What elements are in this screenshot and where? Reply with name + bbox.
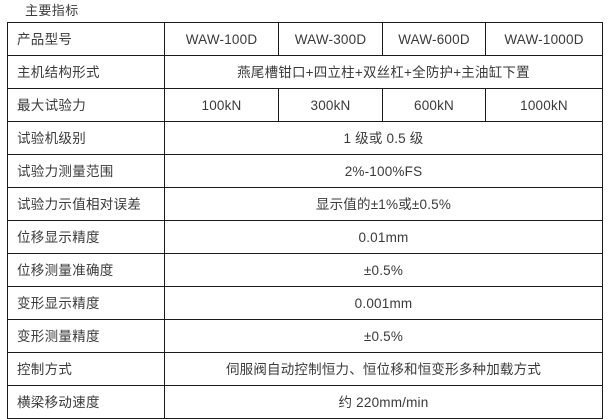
table-row: 变形显示精度 0.001mm	[7, 286, 603, 320]
spec-value-cell: 显示值的±1%或±0.5%	[164, 187, 603, 221]
spec-value-cell: WAW-1000D	[485, 22, 603, 56]
spec-value-cell: 伺服阀自动控制恒力、恒位移和恒变形多种加载方式	[164, 352, 603, 386]
spec-label-cell: 试验机级别	[7, 121, 165, 155]
table-row: 试验力示值相对误差 显示值的±1%或±0.5%	[7, 187, 603, 221]
table-row: 产品型号 WAW-100D WAW-300D WAW-600D WAW-1000D	[7, 22, 603, 56]
spec-value-cell: WAW-600D	[382, 22, 486, 56]
spec-label-cell: 最大试验力	[7, 88, 165, 122]
main-specifications-table: 产品型号 WAW-100D WAW-300D WAW-600D WAW-1000D 主机结…	[7, 22, 603, 419]
spec-value-cell: WAW-300D	[278, 22, 383, 56]
spec-label-cell: 控制方式	[7, 352, 165, 386]
page-title: 主要指标	[25, 3, 79, 18]
spec-value-cell: 0.001mm	[164, 286, 603, 320]
spec-label-cell: 位移测量准确度	[7, 253, 165, 287]
spec-value-cell: 0.01mm	[164, 220, 603, 254]
spec-label-cell: 位移显示精度	[7, 220, 165, 254]
spec-table-body: 产品型号 WAW-100D WAW-300D WAW-600D WAW-1000D 主机结…	[7, 22, 603, 419]
spec-value-cell: 1 级或 0.5 级	[164, 121, 603, 155]
spec-value-cell: 燕尾槽钳口+四立柱+双丝杠+全防护+主油缸下置	[164, 55, 603, 89]
table-row: 位移测量准确度 ±0.5%	[7, 253, 603, 287]
spec-value-cell: 2%-100%FS	[164, 154, 603, 188]
spec-label-cell: 产品型号	[7, 22, 165, 56]
spec-label-cell: 变形测量精度	[7, 319, 165, 353]
table-row: 控制方式 伺服阀自动控制恒力、恒位移和恒变形多种加载方式	[7, 352, 603, 386]
table-row: 位移显示精度 0.01mm	[7, 220, 603, 254]
table-row: 试验力测量范围 2%-100%FS	[7, 154, 603, 188]
spec-value-cell: 1000kN	[485, 88, 603, 122]
table-row: 变形测量精度 ±0.5%	[7, 319, 603, 353]
spec-value-cell: WAW-100D	[164, 22, 279, 56]
spec-label-cell: 试验力示值相对误差	[7, 187, 165, 221]
spec-sheet-page: 主要指标 产品型号 WAW-100D WAW-300D WAW-600D WAW-100…	[7, 3, 603, 419]
spec-label-cell: 横梁移动速度	[7, 385, 165, 419]
spec-label-cell: 变形显示精度	[7, 286, 165, 320]
table-row: 最大试验力 100kN 300kN 600kN 1000kN	[7, 88, 603, 122]
spec-value-cell: ±0.5%	[164, 319, 603, 353]
spec-value-cell: 约 220mm/min	[164, 385, 603, 419]
spec-value-cell: ±0.5%	[164, 253, 603, 287]
spec-label-cell: 主机结构形式	[7, 55, 165, 89]
spec-label-cell: 试验力测量范围	[7, 154, 165, 188]
spec-value-cell: 300kN	[278, 88, 383, 122]
spec-value-cell: 100kN	[164, 88, 279, 122]
table-row: 试验机级别 1 级或 0.5 级	[7, 121, 603, 155]
spec-value-cell: 600kN	[382, 88, 486, 122]
table-row: 主机结构形式 燕尾槽钳口+四立柱+双丝杠+全防护+主油缸下置	[7, 55, 603, 89]
table-row: 横梁移动速度约 220mm/min	[7, 385, 603, 419]
